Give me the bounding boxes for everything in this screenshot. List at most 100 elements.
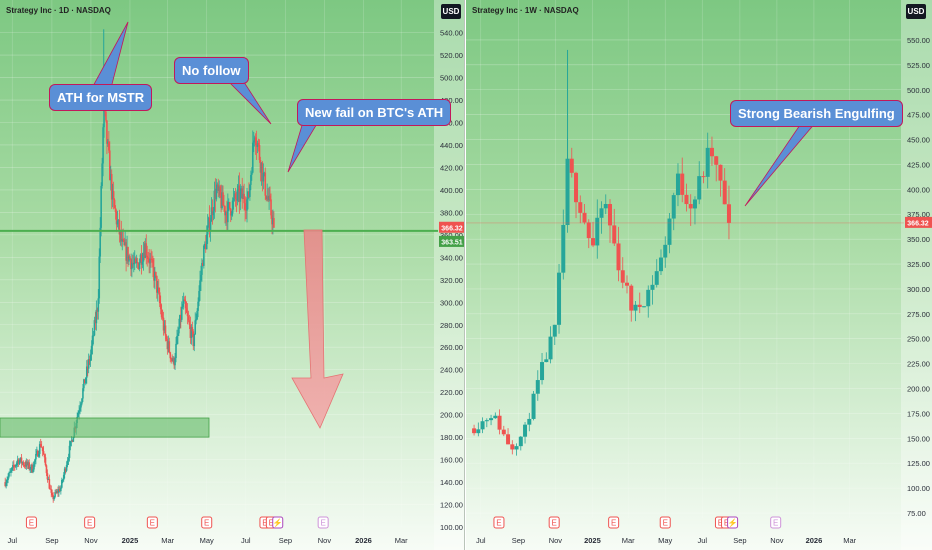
candle-body (218, 186, 220, 191)
candle-body (472, 428, 477, 434)
earnings-marker-icon (770, 516, 782, 529)
time-axis-label: Mar (395, 536, 408, 545)
candle-body (155, 271, 157, 276)
price-tick-label: 225.00 (907, 360, 930, 369)
candle-body (144, 243, 147, 258)
candle-body (62, 474, 65, 480)
candle-body (57, 490, 59, 493)
earnings-marker-icon (493, 516, 505, 529)
candle-body (230, 213, 233, 216)
candle-body (66, 460, 69, 466)
daily-chart-canvas[interactable]: 540.00 520.00 500.00 480.00 460.00 440.00 420.… (0, 0, 465, 550)
price-tick-label: 420.00 (440, 163, 463, 172)
price-tick-label: 500.00 (907, 86, 930, 95)
earnings-marker-label: E (663, 519, 668, 528)
price-tick-label: 400.00 (907, 185, 930, 194)
candle-body (227, 202, 229, 223)
candle-body (99, 227, 102, 257)
candle-body (156, 275, 158, 293)
candle-body (115, 212, 118, 225)
candle-body (162, 317, 165, 331)
candle-body (13, 466, 16, 468)
candle-body (595, 217, 600, 246)
candle-body (256, 143, 259, 147)
currency-badge[interactable]: USD (441, 4, 461, 19)
earnings-marker-icon (608, 516, 620, 529)
candle-body (96, 309, 99, 312)
candle-body (109, 174, 112, 181)
candle-body (36, 450, 38, 455)
earnings-marker-icon (548, 516, 560, 529)
last-price-badge (905, 216, 932, 228)
candle-body (272, 218, 274, 225)
price-tick-label: 200.00 (907, 385, 930, 394)
candle-body (480, 421, 485, 430)
candle-body (180, 315, 182, 320)
earnings-marker-label: E (269, 519, 274, 528)
candle-body (705, 147, 710, 177)
candle-body (31, 464, 33, 473)
daily-chart-pane[interactable]: 540.00 520.00 500.00 480.00 460.00 440.00 420.… (0, 0, 465, 550)
candle-body (270, 199, 272, 216)
candle-body (246, 199, 248, 211)
candle-body (147, 257, 149, 260)
price-tick-label: 360.00 (440, 231, 463, 240)
price-tick-label: 300.00 (907, 285, 930, 294)
time-axis-label: Sep (45, 536, 58, 545)
candle-body (28, 462, 30, 469)
candle-body (121, 238, 124, 242)
candle-body (59, 489, 61, 492)
earnings-marker-label: E (320, 519, 325, 528)
candle-body (12, 464, 14, 468)
support-price-label: 363.51 (441, 239, 463, 246)
candle-body (718, 164, 723, 181)
candle-body (212, 210, 215, 216)
candle-body (52, 495, 54, 500)
price-tick-label: 175.00 (907, 409, 930, 418)
candle-body (54, 492, 56, 497)
candle-body (134, 258, 137, 263)
candle-body (148, 259, 150, 264)
candle-body (203, 245, 205, 266)
candle-body (136, 262, 139, 264)
candle-body (91, 335, 94, 346)
price-tick-label: 480.00 (440, 96, 463, 105)
price-tick-label: 275.00 (907, 310, 930, 319)
earnings-marker-label: E (496, 519, 501, 528)
last-price-label: 366.32 (907, 220, 929, 227)
candle-body (94, 320, 97, 324)
candle-body (231, 200, 234, 214)
candle-body (216, 184, 219, 189)
time-axis-label: Jul (241, 536, 251, 545)
candle-body (254, 137, 257, 146)
candle-body (540, 362, 545, 381)
currency-badge[interactable]: USD (906, 4, 926, 19)
candle-body (238, 185, 241, 202)
candle-body (616, 243, 621, 271)
time-axis-label: 2025 (584, 536, 601, 545)
candle-body (574, 172, 579, 203)
weekly-chart-canvas[interactable]: 550.00 525.00 500.00 475.00 450.00 425.00 400.… (466, 0, 932, 550)
candle-body (199, 280, 201, 291)
candle-body (68, 445, 71, 458)
candle-body (140, 254, 143, 265)
candle-body (637, 304, 642, 307)
candle-body (222, 192, 224, 206)
candle-body (233, 193, 236, 198)
candle-body (50, 489, 53, 493)
candle-body (531, 393, 536, 419)
earnings-marker-label: E (150, 519, 155, 528)
weekly-chart-pane[interactable]: 550.00 525.00 500.00 475.00 450.00 425.00 400.… (466, 0, 932, 550)
candle-body (497, 415, 502, 430)
candle-body (85, 377, 87, 384)
candle-body (8, 472, 10, 477)
candle-body (264, 172, 267, 196)
last-price-badge (439, 221, 464, 233)
candle-body (658, 257, 663, 272)
candle-body (183, 299, 186, 301)
candle-body (220, 195, 222, 209)
price-tick-label: 140.00 (440, 478, 463, 487)
price-tick-label: 475.00 (907, 111, 930, 120)
candle-body (198, 290, 200, 302)
candle-body (164, 325, 167, 336)
